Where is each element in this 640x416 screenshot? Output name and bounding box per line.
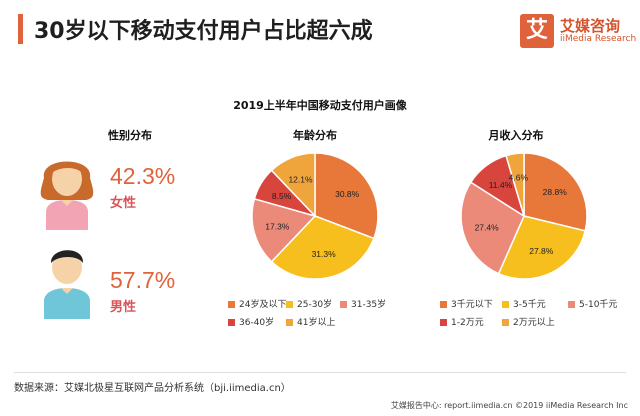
- logo-name-en: iiMedia Research: [560, 34, 637, 44]
- income-slice-0: [523, 152, 588, 232]
- female-percentage: 42.3%: [110, 163, 176, 189]
- age-legend-item-4: 41岁以上: [286, 315, 335, 328]
- age-panel-title: 年龄分布: [293, 129, 337, 142]
- income-legend-swatch-3: [440, 319, 447, 326]
- income-slice-label-3: 11.4%: [489, 180, 513, 190]
- age-slice-label-3: 8.5%: [272, 191, 292, 201]
- title-accent-bar: [18, 14, 23, 44]
- male-user-icon: [44, 250, 90, 319]
- income-legend-label-3: 1-2万元: [451, 318, 484, 328]
- income-slice-4: [505, 152, 525, 217]
- data-source: 数据来源：艾媒北极星互联网产品分析系统（bji.iimedia.cn）: [14, 383, 291, 394]
- gender-panel-title: 性别分布: [108, 129, 152, 142]
- income-slice-1: [497, 215, 587, 280]
- age-slice-4: [270, 152, 316, 218]
- income-legend-item-1: 3-5千元: [502, 297, 546, 310]
- age-legend: 24岁及以下 25-30岁 31-35岁 36-40岁 41岁以上: [228, 297, 408, 331]
- age-legend-label-2: 31-35岁: [351, 300, 387, 310]
- age-legend-swatch-2: [340, 301, 347, 308]
- income-panel-title: 月收入分布: [488, 129, 544, 142]
- chart-title: 2019上半年中国移动支付用户画像: [233, 99, 407, 112]
- brand-logo: 艾 艾媒咨询 iiMedia Research: [520, 14, 636, 48]
- income-legend-swatch-2: [568, 301, 575, 308]
- income-legend-label-4: 2万元以上: [513, 318, 555, 328]
- logo-mark: 艾: [520, 14, 554, 48]
- male-percentage: 57.7%: [110, 267, 176, 293]
- footer-divider: [14, 372, 626, 373]
- age-slice-0: [314, 152, 379, 240]
- income-legend-item-2: 5-10千元: [568, 297, 617, 310]
- income-legend-swatch-4: [502, 319, 509, 326]
- income-slice-label-4: 4.6%: [509, 172, 529, 182]
- age-slice-label-1: 31.3%: [312, 249, 337, 259]
- female-user-icon: [40, 161, 94, 230]
- age-pie-chart: 30.8% 31.3% 17.3% 8.5% 12.1%: [251, 152, 379, 280]
- income-pie-chart: 28.8% 27.8% 27.4% 11.4%4.6%: [460, 152, 588, 280]
- page-title: 30岁以下移动支付用户占比超六成: [34, 19, 373, 44]
- income-legend-item-0: 3千元以下: [440, 297, 493, 310]
- income-legend-label-2: 5-10千元: [579, 300, 618, 310]
- income-slice-2: [460, 181, 525, 275]
- age-legend-item-2: 31-35岁: [340, 297, 386, 310]
- age-slice-label-4: 12.1%: [288, 175, 313, 185]
- income-legend: 3千元以下 3-5千元 5-10千元 1-2万元 2万元以上: [440, 297, 630, 331]
- income-legend-swatch-0: [440, 301, 447, 308]
- income-slice-label-1: 27.8%: [529, 246, 554, 256]
- income-slice-label-0: 28.8%: [543, 187, 568, 197]
- age-slice-label-2: 17.3%: [265, 221, 290, 231]
- income-slice-label-2: 27.4%: [475, 222, 500, 232]
- age-legend-swatch-1: [286, 301, 293, 308]
- logo-name-cn: 艾媒咨询: [560, 17, 621, 35]
- age-legend-item-1: 25-30岁: [286, 297, 332, 310]
- age-legend-swatch-4: [286, 319, 293, 326]
- income-legend-label-0: 3千元以下: [451, 300, 493, 310]
- age-legend-item-3: 36-40岁: [228, 315, 274, 328]
- income-legend-swatch-1: [502, 301, 509, 308]
- copyright-footer: 艾媒报告中心: report.iimedia.cn ©2019 iiMedia …: [390, 401, 628, 410]
- age-legend-swatch-0: [228, 301, 235, 308]
- age-slice-2: [251, 197, 317, 263]
- female-label: 女性: [110, 196, 137, 211]
- age-legend-item-0: 24岁及以下: [228, 297, 286, 310]
- income-legend-label-1: 3-5千元: [513, 300, 546, 310]
- age-legend-swatch-3: [228, 319, 235, 326]
- age-legend-label-4: 41岁以上: [297, 318, 336, 328]
- age-legend-label-0: 24岁及以下: [239, 300, 287, 310]
- age-legend-label-3: 36-40岁: [239, 318, 275, 328]
- income-legend-item-3: 1-2万元: [440, 315, 484, 328]
- age-legend-label-1: 25-30岁: [297, 300, 333, 310]
- income-legend-item-4: 2万元以上: [502, 315, 555, 328]
- male-label: 男性: [110, 300, 137, 315]
- age-slice-1: [270, 215, 375, 280]
- age-slice-label-0: 30.8%: [335, 189, 360, 199]
